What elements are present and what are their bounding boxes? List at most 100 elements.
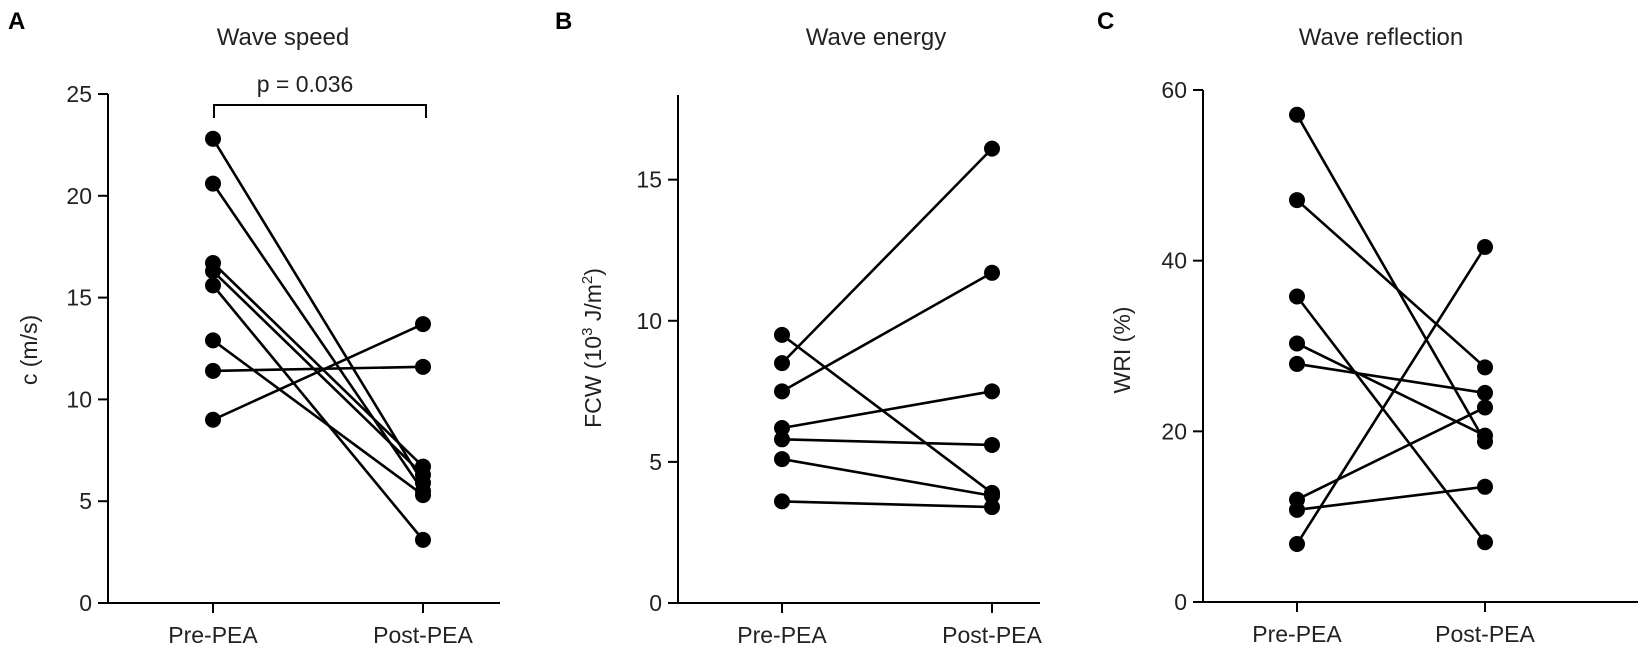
series-line (781, 457, 993, 498)
panel-b-title: Wave energy (806, 24, 947, 51)
y-tick-label: 5 (649, 449, 662, 475)
panel-b-x-categories: Pre-PEA Post-PEA (737, 603, 1043, 648)
x-tick-label: Pre-PEA (1252, 621, 1342, 647)
series-subject-2 (1289, 192, 1493, 376)
panel-c-wave-reflection: C Wave reflection WRI (%) 0 20 40 60 Pre-PE… (1097, 8, 1638, 647)
y-tick-label: 40 (1161, 248, 1187, 274)
y-tick-label: 0 (649, 590, 662, 616)
series-subject-3 (1289, 288, 1493, 551)
panel-b-y-axis-label: FCW (103 J/m2) (579, 268, 606, 428)
series-subject-5 (205, 277, 431, 548)
data-point-post-pea (984, 436, 1000, 453)
panel-b-series (774, 140, 1000, 516)
series-line (212, 262, 424, 468)
series-line (211, 284, 425, 541)
y-tick-label: 0 (1174, 589, 1187, 615)
panel-b-ticks: 0 5 10 15 (636, 167, 678, 616)
series-line (212, 322, 424, 421)
p-value-label: p = 0.036 (257, 71, 354, 97)
data-point-pre-pea (1289, 335, 1305, 352)
significance-bracket-line (213, 104, 427, 118)
series-line (1296, 406, 1486, 501)
data-point-pre-pea (205, 263, 221, 280)
series-line (781, 390, 993, 430)
data-point-post-pea (1477, 359, 1493, 376)
series-line (1296, 342, 1486, 437)
panel-letter-c: C (1097, 8, 1114, 35)
series-subject-8 (1289, 239, 1493, 552)
data-point-pre-pea (205, 277, 221, 294)
series-subject-5 (1289, 355, 1493, 401)
panel-a-series (205, 130, 431, 548)
series-subject-8 (205, 316, 431, 428)
series-line (211, 138, 425, 484)
significance-bracket: p = 0.036 (213, 71, 427, 118)
series-line (781, 438, 993, 447)
data-point-pre-pea (1289, 288, 1305, 305)
series-line (212, 339, 424, 497)
y-tick-label: 5 (79, 488, 92, 514)
panel-c-series (1289, 106, 1493, 552)
series-line (781, 271, 993, 393)
ylabel-superscript-2: 2 (579, 276, 596, 284)
panel-a-axes (107, 94, 500, 604)
series-line (1296, 362, 1486, 395)
data-point-pre-pea (774, 431, 790, 448)
y-tick-label: 15 (66, 285, 92, 311)
y-tick-label: 10 (636, 308, 662, 334)
series-line (1295, 295, 1487, 544)
panel-c-ticks: 0 20 40 60 (1161, 77, 1203, 615)
data-point-post-pea (415, 316, 431, 333)
ylabel-part-pre: FCW (10 (580, 336, 606, 428)
series-subject-1 (774, 326, 1000, 501)
data-point-pre-pea (774, 326, 790, 343)
data-point-post-pea (1477, 384, 1493, 401)
y-tick-label: 20 (66, 183, 92, 209)
y-tick-label: 60 (1161, 77, 1187, 103)
panel-c-x-categories: Pre-PEA Post-PEA (1252, 602, 1536, 647)
data-point-pre-pea (774, 355, 790, 372)
panel-a-ticks: 0 5 10 15 20 25 (66, 81, 108, 616)
series-line (212, 365, 424, 373)
panel-a-wave-speed: A Wave speed c (m/s) p = 0.036 0 5 10 15 20 2… (8, 8, 500, 648)
y-tick-label: 20 (1161, 418, 1187, 444)
panel-a-x-categories: Pre-PEA Post-PEA (168, 603, 474, 648)
series-line (781, 147, 993, 365)
series-subject-7 (1289, 478, 1493, 518)
series-line (781, 333, 993, 494)
series-line (1295, 246, 1487, 545)
data-point-post-pea (1477, 399, 1493, 416)
ylabel-part-mid: J/m (580, 284, 606, 327)
panel-letter-b: B (555, 8, 572, 35)
panel-c-axes (1202, 90, 1638, 603)
series-subject-7 (205, 358, 431, 379)
series-subject-1 (1289, 106, 1493, 450)
data-point-post-pea (984, 264, 1000, 281)
data-point-post-pea (415, 358, 431, 375)
data-point-pre-pea (774, 451, 790, 468)
data-point-post-pea (1477, 427, 1493, 444)
data-point-pre-pea (1289, 192, 1305, 209)
ylabel-superscript-3: 3 (579, 328, 596, 336)
data-point-pre-pea (1289, 535, 1305, 552)
panel-c-title: Wave reflection (1299, 24, 1464, 51)
panel-a-y-axis-label: c (m/s) (16, 315, 42, 385)
y-tick-label: 0 (79, 590, 92, 616)
y-tick-label: 25 (66, 81, 92, 107)
series-subject-6 (205, 332, 431, 504)
x-tick-label: Post-PEA (1435, 621, 1535, 647)
ylabel-part-post: ) (580, 268, 606, 276)
data-point-pre-pea (1289, 501, 1305, 518)
data-point-pre-pea (1289, 355, 1305, 372)
data-point-pre-pea (205, 332, 221, 349)
data-point-pre-pea (205, 362, 221, 379)
data-point-post-pea (415, 487, 431, 504)
data-point-post-pea (1477, 239, 1493, 256)
data-point-post-pea (415, 466, 431, 483)
x-tick-label: Post-PEA (942, 622, 1042, 648)
y-tick-label: 10 (66, 386, 92, 412)
data-point-pre-pea (774, 383, 790, 400)
data-point-pre-pea (205, 130, 221, 147)
data-point-pre-pea (205, 175, 221, 192)
